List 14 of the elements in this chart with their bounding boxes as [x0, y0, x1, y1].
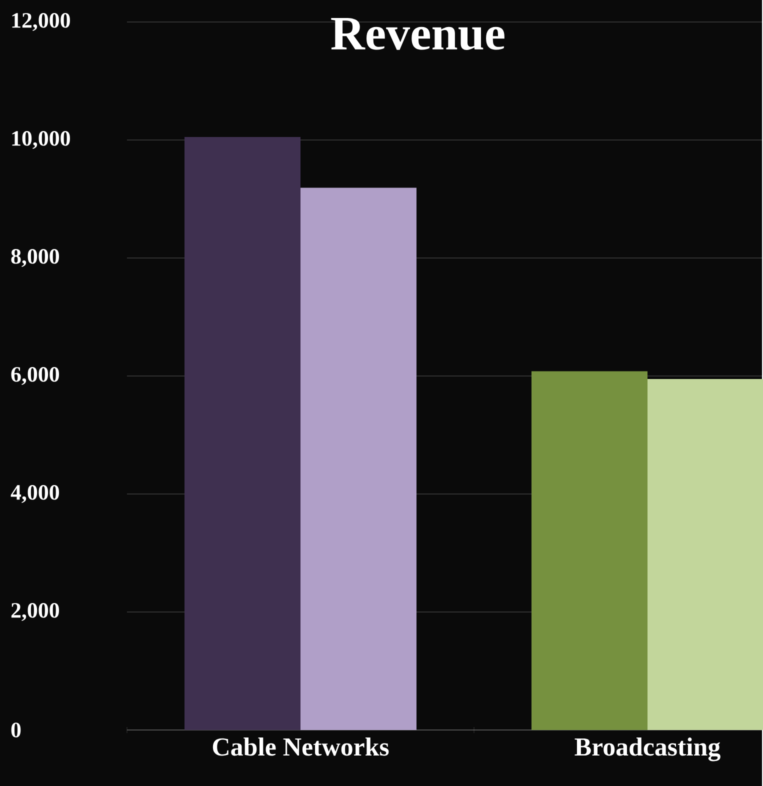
- y-tick-label: 8,000: [11, 249, 59, 267]
- chart-title: Revenue: [330, 18, 504, 50]
- y-tick-label: 12,000: [12, 13, 70, 31]
- x-tick-label: Broadcasting: [574, 738, 720, 762]
- y-tick-label: 10,000: [12, 131, 70, 149]
- bar: [531, 371, 648, 730]
- y-tick-label: 6,000: [11, 367, 59, 385]
- x-tick-label: Cable Networks: [212, 738, 388, 756]
- bar: [184, 137, 300, 730]
- bar: [647, 378, 763, 730]
- y-tick-label: 4,000: [10, 485, 59, 503]
- bar: [300, 188, 416, 730]
- y-tick-label: 0: [11, 722, 20, 738]
- y-tick-label: 2,000: [11, 603, 59, 621]
